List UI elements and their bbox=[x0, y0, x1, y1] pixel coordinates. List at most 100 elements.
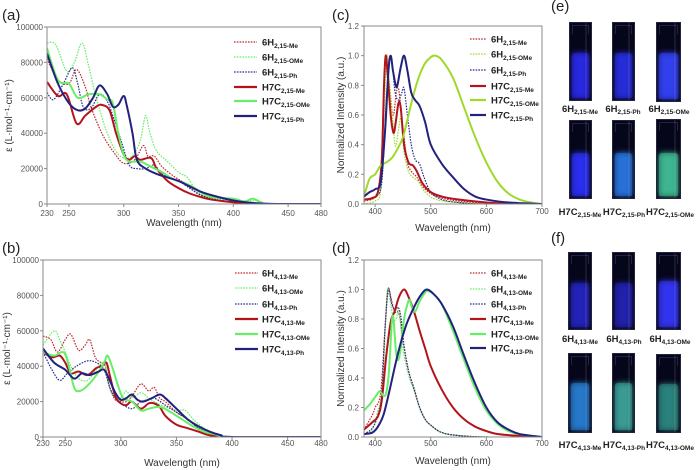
panel-label-d: (d) bbox=[332, 240, 350, 257]
panel-b-chart: (b) 230 250 300 350 400 450 480 0 20000 40000 60000… bbox=[2, 240, 328, 469]
vial-liquid bbox=[571, 383, 589, 430]
legend-label: H7C2,15-Ph bbox=[491, 111, 533, 124]
legend-item: 6H2,15-OMe bbox=[470, 50, 532, 63]
legend-item: H7C2,15-Ph bbox=[234, 112, 304, 124]
legend-label-sub: 4,13-Me bbox=[503, 274, 527, 281]
legend-label-main: H7C bbox=[262, 330, 281, 341]
y-tick-label: 0.8 bbox=[348, 81, 360, 90]
legend-label-sub: 4,13-OMe bbox=[274, 289, 303, 296]
y-tick-label: 0.4 bbox=[348, 374, 360, 383]
y-tick-label: 0 bbox=[39, 200, 44, 209]
vial-rim bbox=[659, 357, 678, 366]
y-tick-label: 1.2 bbox=[348, 22, 360, 31]
x-tick-label: 700 bbox=[535, 439, 549, 448]
legend-label-sub: 2,15-OMe bbox=[274, 58, 303, 65]
legend-item: 6H2,15-Me bbox=[234, 38, 298, 50]
panel-label-b: (b) bbox=[2, 240, 20, 257]
vial-rim bbox=[572, 123, 589, 132]
legend-label-main: 6H bbox=[491, 50, 503, 61]
y-tick-label: 0.2 bbox=[348, 404, 360, 413]
vial-f-4 bbox=[568, 353, 592, 433]
vial-liquid bbox=[572, 53, 589, 98]
vial-shine bbox=[585, 23, 587, 100]
legend-label-sub: 2,15-Ph bbox=[503, 71, 526, 78]
legend-label-sub: 4,13-Me bbox=[510, 320, 534, 327]
vial-e-1 bbox=[569, 22, 592, 101]
legend-label-main: H7C bbox=[262, 112, 281, 123]
legend-label: H7C4,13-Ph bbox=[491, 344, 533, 357]
vial-e-2 bbox=[612, 22, 635, 101]
vial-label: 6H4,13-Ph bbox=[594, 334, 654, 346]
y-axis-label: Normalized Intensity (a.u.) bbox=[336, 290, 347, 407]
x-tick-label: 300 bbox=[117, 209, 131, 218]
x-tick-label: 250 bbox=[59, 439, 73, 448]
panel-label-c: (c) bbox=[332, 7, 350, 24]
series-line-6H2,15-OMe bbox=[47, 41, 321, 204]
legend-label-main: H7C bbox=[262, 315, 281, 326]
series-line-H7C4,13-OMe bbox=[364, 289, 542, 437]
x-tick-label: 700 bbox=[535, 207, 549, 216]
series-line-6H4,13-OMe bbox=[43, 330, 321, 437]
vial-label-sub: 4,13-OMe bbox=[661, 339, 691, 346]
series-group bbox=[364, 287, 542, 437]
legend-label: H7C2,15-Me bbox=[491, 82, 534, 95]
series-line-H7C4,13-OMe bbox=[43, 350, 321, 437]
vial-f-1 bbox=[568, 252, 592, 330]
vial-liquid bbox=[659, 281, 678, 327]
x-tick-label: 400 bbox=[227, 209, 241, 218]
y-axis-label: ε (L·mol⁻¹·cm⁻¹) bbox=[4, 79, 15, 152]
vial-shine bbox=[585, 354, 587, 432]
y-tick-label: 20000 bbox=[21, 165, 44, 174]
legend-label: H7C4,13-Me bbox=[491, 315, 534, 328]
vial-liquid bbox=[615, 383, 632, 430]
panel-c-chart: (c) 400 500 600 700 0.0 0.2 0.4 0.6 0.8 1.0 1.2 Wave… bbox=[332, 7, 549, 234]
series-line-6H2,15-Ph bbox=[47, 67, 321, 204]
series-line-H7C4,13-Ph bbox=[43, 347, 321, 437]
x-tick-label: 300 bbox=[114, 439, 128, 448]
vial-rim bbox=[659, 25, 678, 34]
legend-label: 6H2,15-Ph bbox=[262, 68, 297, 81]
vial-label-sub: 4,13-Ph bbox=[621, 445, 646, 452]
legend-label-sub: 4,13-Me bbox=[281, 320, 305, 327]
x-axis-label: Wavelength (nm) bbox=[146, 218, 222, 229]
legend-item: H7C4,13-OMe bbox=[470, 330, 539, 342]
plot-frame bbox=[42, 259, 322, 438]
vial-label: H7C4,13-Ph bbox=[594, 440, 654, 452]
vial-label: H7C4,13-Me bbox=[550, 440, 610, 452]
vial-label-sub: 2,15-Ph bbox=[617, 109, 641, 116]
x-tick-label: 500 bbox=[424, 207, 438, 216]
legend-label-main: 6H bbox=[491, 285, 503, 296]
vial-label-main: H7C bbox=[602, 207, 622, 218]
vial-rim bbox=[571, 255, 589, 264]
legend-label: 6H2,15-OMe bbox=[491, 50, 532, 63]
legend-label-main: 6H bbox=[262, 300, 274, 311]
vial-label-main: H7C bbox=[558, 440, 578, 451]
x-tick-label: 500 bbox=[424, 439, 438, 448]
vial-label: 6H2,15-OMe bbox=[639, 104, 699, 116]
legend-label-sub: 2,15-OMe bbox=[510, 101, 539, 108]
y-tick-label: 100000 bbox=[16, 23, 43, 32]
panel-label-a: (a) bbox=[2, 7, 20, 24]
legend-item: H7C2,15-Me bbox=[470, 82, 534, 95]
legend-label-main: 6H bbox=[262, 38, 274, 49]
legend-item: H7C2,15-OMe bbox=[470, 96, 539, 108]
panel-label-f: (f) bbox=[551, 230, 566, 247]
x-tick-label: 450 bbox=[281, 209, 295, 218]
y-tick-label: 80000 bbox=[21, 58, 44, 67]
series-group bbox=[47, 41, 321, 204]
vial-label-main: 6H bbox=[648, 104, 661, 115]
x-tick-label: 400 bbox=[225, 439, 239, 448]
vial-shine bbox=[628, 354, 630, 432]
x-tick-label: 230 bbox=[40, 209, 54, 218]
vial-label: 6H4,13-OMe bbox=[640, 334, 700, 346]
legend-label: H7C2,15-OMe bbox=[262, 97, 310, 110]
y-tick-label: 0.0 bbox=[348, 200, 360, 209]
vial-shine bbox=[674, 120, 676, 198]
legend-item: 6H4,13-Me bbox=[235, 269, 298, 281]
series-line-H7C2,15-OMe bbox=[47, 47, 321, 204]
legend-item: 6H4,13-OMe bbox=[235, 284, 303, 296]
vial-liquid bbox=[572, 153, 589, 196]
legend-label-main: 6H bbox=[262, 269, 274, 280]
legend-item: 6H2,15-Me bbox=[470, 35, 527, 47]
